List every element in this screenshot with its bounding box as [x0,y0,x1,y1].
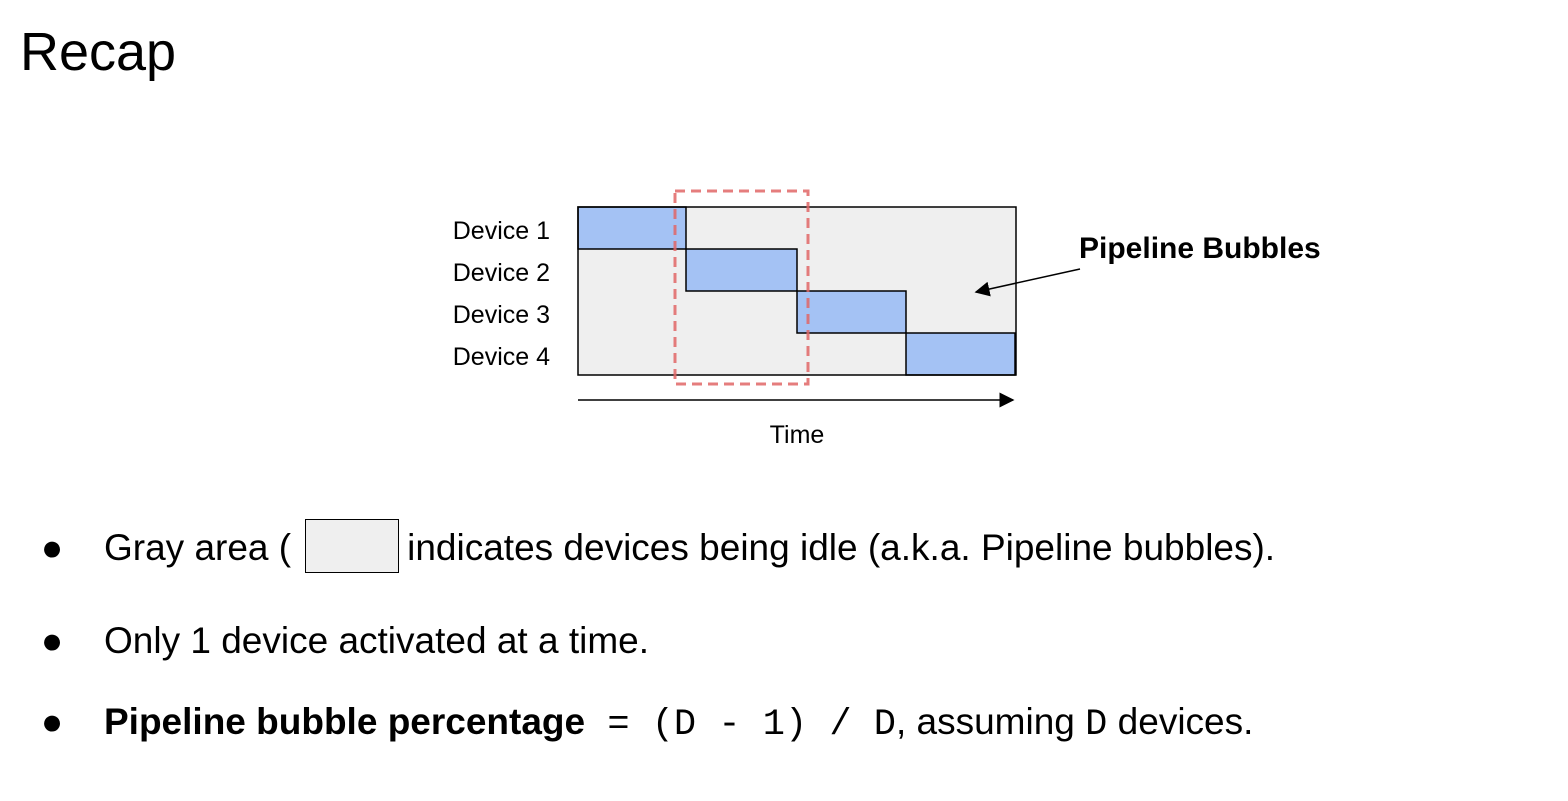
gray-swatch [305,519,400,574]
bullet-3-formula: = (D - 1) / D [585,704,896,746]
bullet-text: Pipeline bubble percentage = (D - 1) / D… [104,700,1253,747]
device-label: Device 1 [453,217,550,245]
active-block-device-3 [796,290,907,334]
pipeline-bubbles-label: Pipeline Bubbles [1079,232,1321,265]
bullet-1-after: indicates devices being idle (a.k.a. Pip… [407,527,1276,568]
timeline-border [577,206,1017,376]
bullet-3-bold: Pipeline bubble percentage [104,701,586,742]
bullet-3-middle: , assuming [895,701,1086,742]
device-label: Device 4 [453,343,550,371]
slide-title: Recap [20,22,177,82]
bullet-3-end: devices. [1107,701,1254,742]
device-label: Device 2 [453,259,550,287]
bullet-marker: ● [40,620,64,661]
active-block-device-2 [685,248,798,292]
bullet-marker: ● [40,527,64,568]
device-label: Device 3 [453,301,550,329]
bullet-3-var: D [1085,704,1108,746]
time-axis-label: Time [770,421,825,449]
bullet-marker: ● [40,701,64,742]
annotation-arrow [974,268,1081,297]
active-block-device-1 [577,206,687,250]
bullet-text: Gray area ( indicates devices being idle … [104,519,1276,574]
bullet-1-before: Gray area ( [104,527,292,568]
highlight-box [673,189,810,386]
bullet-2-text: Only 1 device activated at a time. [104,620,649,661]
